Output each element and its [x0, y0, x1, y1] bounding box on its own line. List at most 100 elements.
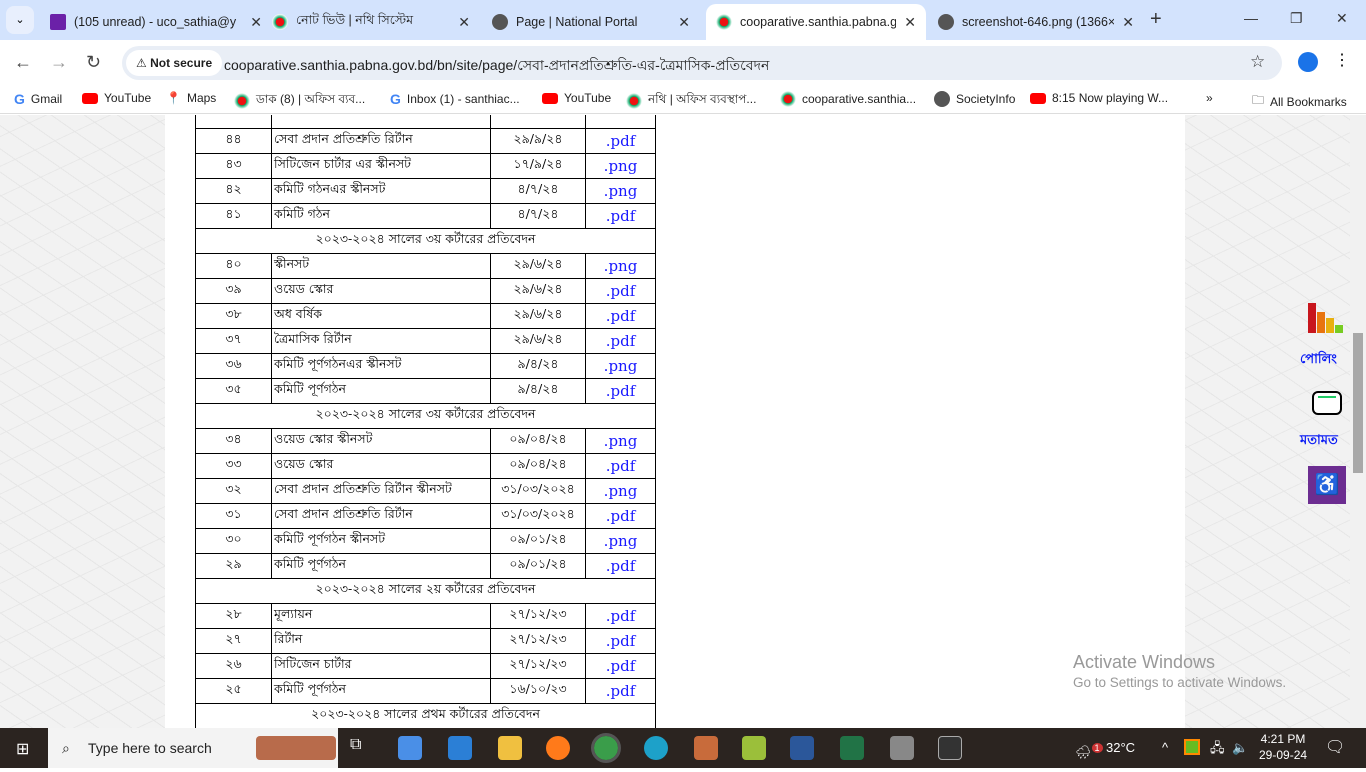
- url-text[interactable]: cooparative.santhia.pabna.gov.bd/bn/site…: [224, 57, 770, 73]
- table-row: ৩২ সেবা প্রদান প্রতিশ্রুতি রির্টান স্কীনস…: [195, 478, 656, 504]
- windows-start-icon[interactable]: ⊞: [16, 741, 30, 758]
- file-link[interactable]: .pdf: [585, 203, 656, 229]
- date-cell: ২৯/৬/২৪: [490, 253, 586, 279]
- date-cell: ০৯/০৪/২৪: [490, 453, 586, 479]
- bookmark-item[interactable]: G Gmail: [14, 91, 63, 107]
- app-icon[interactable]: [694, 736, 718, 760]
- bookmark-item[interactable]: YouTube: [82, 91, 151, 105]
- weather-icon[interactable]: 🌧 1: [1075, 728, 1103, 772]
- close-tab-icon[interactable]: ✕: [458, 13, 470, 30]
- activate-windows-watermark: Activate Windows Go to Settings to activ…: [1073, 652, 1287, 690]
- title-cell: ওয়েড স্কোর: [271, 453, 491, 479]
- bookmark-item[interactable]: নথি | অফিস ব্যবস্থাপ...: [626, 91, 756, 111]
- volume-icon[interactable]: 🔈: [1232, 740, 1249, 755]
- edge-icon[interactable]: [644, 736, 668, 760]
- close-tab-icon[interactable]: ✕: [904, 13, 916, 30]
- tab-search-button[interactable]: ⌄: [6, 6, 34, 34]
- tab-0[interactable]: (105 unread) - uco_sathia@y ✕: [40, 4, 272, 40]
- bookmark-item[interactable]: G Inbox (1) - santhiac...: [390, 91, 520, 107]
- bookmark-star-icon[interactable]: ☆: [1250, 52, 1266, 71]
- paint-icon[interactable]: [742, 736, 766, 760]
- file-link[interactable]: .pdf: [585, 303, 656, 329]
- tab-4[interactable]: screenshot-646.png (1366×7 ✕: [928, 4, 1144, 40]
- file-link[interactable]: .pdf: [585, 128, 656, 154]
- forward-button[interactable]: →: [50, 52, 68, 72]
- firefox-icon[interactable]: [546, 736, 570, 760]
- feedback-link[interactable]: মতামত: [1300, 432, 1338, 447]
- notifications-icon[interactable]: 🗨: [1325, 739, 1346, 756]
- file-link[interactable]: .pdf: [585, 553, 656, 579]
- date-cell: ১৭/৯/২৪: [490, 153, 586, 179]
- task-view-icon[interactable]: ⧉: [350, 736, 362, 753]
- file-link[interactable]: .png: [585, 153, 656, 179]
- all-bookmarks[interactable]: 🗀 All Bookmarks: [1252, 91, 1347, 112]
- bookmark-item[interactable]: cooparative.santhia...: [780, 91, 916, 107]
- file-link[interactable]: .png: [585, 528, 656, 554]
- file-link[interactable]: .pdf: [585, 328, 656, 354]
- tab-2[interactable]: Page | National Portal ✕: [482, 4, 700, 40]
- menu-icon[interactable]: ⋮: [1334, 52, 1350, 69]
- close-window-button[interactable]: ✕: [1336, 10, 1348, 26]
- security-indicator[interactable]: ⚠ Not secure: [126, 50, 223, 76]
- file-link[interactable]: .pdf: [585, 628, 656, 654]
- tab-1[interactable]: নোট ভিউ | নথি সিস্টেম ✕: [262, 4, 480, 40]
- back-button[interactable]: ←: [14, 52, 32, 72]
- bookmark-item[interactable]: 📍 Maps: [166, 91, 217, 105]
- file-link[interactable]: .png: [585, 253, 656, 279]
- network-icon[interactable]: 🖧: [1210, 740, 1225, 755]
- accessibility-button[interactable]: ♿: [1308, 466, 1346, 504]
- bookmark-item[interactable]: ডাক (8) | অফিস ব্যব...: [234, 91, 365, 111]
- file-link[interactable]: .pdf: [585, 278, 656, 304]
- reload-button[interactable]: ↻: [86, 52, 102, 72]
- browser-toolbar: ← → ↻ ⚠ Not secure cooparative.santhia.p…: [0, 40, 1366, 86]
- tray-app-icon[interactable]: [1184, 739, 1200, 755]
- tray-chevron-icon[interactable]: ^: [1162, 740, 1169, 755]
- file-link[interactable]: .pdf: [585, 653, 656, 679]
- close-tab-icon[interactable]: ✕: [250, 13, 262, 30]
- table-row: ৩৭ ত্রৈমাসিক রির্টান ২৯/৬/২৪ .pdf: [195, 328, 656, 354]
- scrollbar[interactable]: [1350, 115, 1366, 728]
- maximize-button[interactable]: ❐: [1290, 10, 1303, 26]
- file-link[interactable]: .pdf: [585, 378, 656, 404]
- scrollbar-thumb[interactable]: [1353, 333, 1363, 473]
- poll-link[interactable]: পোলিং: [1300, 351, 1337, 366]
- file-link[interactable]: .pdf: [585, 503, 656, 529]
- page-viewport: ৪৪ সেবা প্রদান প্রতিশ্রুতি রির্টান ২৯/৯/২৪…: [0, 115, 1350, 728]
- app-icon[interactable]: [890, 736, 914, 760]
- clock[interactable]: 4:21 PM 29-09-24: [1259, 732, 1308, 762]
- store-icon[interactable]: [398, 736, 422, 760]
- poll-chart-icon[interactable]: [1308, 303, 1343, 333]
- word-icon[interactable]: [790, 736, 814, 760]
- section-header-row: ২০২৩-২০২৪ সালের ৩য় কর্টারের প্রতিবেদন: [195, 228, 656, 254]
- file-link[interactable]: .png: [585, 428, 656, 454]
- file-link[interactable]: .png: [585, 178, 656, 204]
- close-tab-icon[interactable]: ✕: [678, 13, 690, 30]
- close-tab-icon[interactable]: ✕: [1122, 13, 1134, 30]
- bookmark-item[interactable]: SocietyInfo: [934, 91, 1015, 107]
- file-link[interactable]: .pdf: [585, 603, 656, 629]
- bookmark-item[interactable]: YouTube: [542, 91, 611, 105]
- file-link[interactable]: .pdf: [585, 678, 656, 704]
- table-row: ৪০ স্কীনসট ২৯/৬/২৪ .png: [195, 253, 656, 279]
- date-cell: ২৯/৬/২৪: [490, 328, 586, 354]
- bookmarks-overflow[interactable]: »: [1206, 91, 1213, 105]
- table-row: ৩৫ কমিটি পূর্ণগঠন ৯/৪/২৪ .pdf: [195, 378, 656, 404]
- section-header: ২০২৩-২০২৪ সালের প্রথম কর্টারের প্রতিবেদন: [195, 703, 656, 728]
- feedback-chat-icon[interactable]: [1312, 391, 1342, 415]
- file-explorer-icon[interactable]: [498, 736, 522, 760]
- mail-app-icon[interactable]: [448, 736, 472, 760]
- bookmark-item[interactable]: 8:15 Now playing W...: [1030, 91, 1168, 105]
- tab-3[interactable]: cooparative.santhia.pabna.g ✕: [706, 4, 926, 40]
- file-link[interactable]: .png: [585, 478, 656, 504]
- address-bar[interactable]: ⚠ Not secure cooparative.santhia.pabna.g…: [122, 46, 1282, 80]
- app-icon[interactable]: [938, 736, 962, 760]
- excel-icon[interactable]: [840, 736, 864, 760]
- new-tab-button[interactable]: +: [1150, 8, 1162, 30]
- file-link[interactable]: .png: [585, 353, 656, 379]
- file-link[interactable]: .pdf: [585, 453, 656, 479]
- profile-avatar[interactable]: [1298, 52, 1318, 72]
- bookmark-favicon-icon: [542, 92, 558, 104]
- temperature[interactable]: 32°C: [1106, 740, 1136, 755]
- chrome-icon[interactable]: [591, 733, 621, 763]
- minimize-button[interactable]: —: [1244, 10, 1258, 26]
